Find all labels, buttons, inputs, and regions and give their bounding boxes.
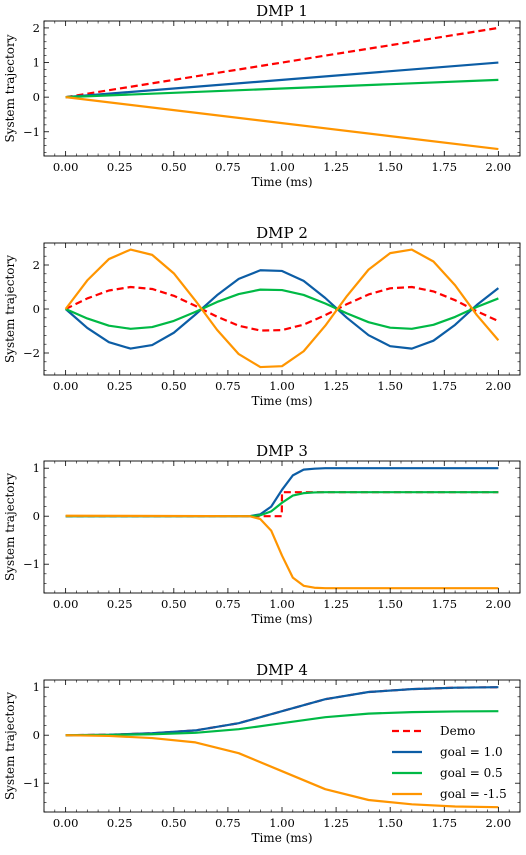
- y-axis-label: System trajectory: [3, 34, 17, 142]
- y-tick-label: −1: [23, 776, 40, 790]
- y-axis-label: System trajectory: [3, 692, 17, 800]
- chart-title: DMP 4: [256, 661, 308, 679]
- x-tick-label: 0.00: [53, 379, 79, 393]
- x-tick-label: 0.00: [53, 160, 79, 174]
- x-tick-label: 1.75: [431, 597, 457, 611]
- x-tick-label: 1.50: [377, 379, 403, 393]
- x-tick-label: 1.50: [377, 816, 403, 830]
- series-line-demo: [65, 491, 499, 518]
- x-axis-label: Time (ms): [251, 612, 312, 626]
- y-tick-label: 0: [33, 509, 40, 523]
- x-tick-label: 1.00: [269, 379, 295, 393]
- y-tick-label: 0: [33, 302, 40, 316]
- x-tick-label: 1.50: [377, 597, 403, 611]
- x-tick-label: 0.75: [215, 816, 241, 830]
- x-tick-label: 0.25: [107, 379, 133, 393]
- x-tick-label: 1.25: [323, 379, 349, 393]
- y-tick-label: −2: [23, 346, 40, 360]
- series-line-goal-1-5: [65, 514, 499, 590]
- series-line-goal-0-5: [65, 491, 499, 518]
- y-tick-label: 1: [33, 56, 40, 70]
- chart-panel-3: DMP 3 0.00 0.25 0.50 0.75 1.00 1.25 1.50 1.75 2.0…: [3, 442, 521, 626]
- y-tick-label: 2: [33, 258, 40, 272]
- y-tick-label: 1: [33, 680, 40, 694]
- x-tick-label: 1.75: [431, 160, 457, 174]
- series-line-goal-1-0: [65, 61, 499, 99]
- y-axis-label: System trajectory: [3, 255, 17, 363]
- series-line-goal-0-5: [65, 710, 499, 737]
- x-tick-label: 1.75: [431, 379, 457, 393]
- legend-label: goal = 1.0: [440, 745, 503, 759]
- x-tick-label: 0.00: [53, 597, 79, 611]
- x-tick-label: 0.75: [215, 597, 241, 611]
- x-tick-label: 0.00: [53, 816, 79, 830]
- legend: Demo goal = 1.0 goal = 0.5 goal = -1.5: [392, 724, 507, 801]
- x-axis-label: Time (ms): [251, 175, 312, 189]
- x-tick-label: 1.25: [323, 816, 349, 830]
- y-axis-label: System trajectory: [3, 473, 17, 581]
- x-tick-label: 1.75: [431, 816, 457, 830]
- y-tick-label: 1: [33, 461, 40, 475]
- chart-panel-2: DMP 2 0.00 0.25 0.50 0.75 1.00 1.25 1.50 1.75 2.0…: [3, 224, 521, 408]
- series-line-goal-1-5: [65, 734, 499, 809]
- plot-frame: [43, 242, 521, 376]
- x-tick-label: 1.25: [323, 160, 349, 174]
- series-line-goal-1-5: [65, 96, 499, 151]
- x-tick-label: 0.25: [107, 160, 133, 174]
- y-tick-label: −1: [23, 557, 40, 571]
- chart-title: DMP 2: [256, 224, 308, 242]
- x-axis-label: Time (ms): [251, 831, 312, 845]
- x-tick-label: 1.25: [323, 597, 349, 611]
- x-tick-label: 0.50: [161, 160, 187, 174]
- y-tick-label: 0: [33, 728, 40, 742]
- series-line-goal-0-5: [65, 288, 499, 330]
- chart-title: DMP 1: [256, 2, 308, 20]
- series-line-goal-1-0: [64, 269, 500, 350]
- x-tick-label: 1.00: [269, 816, 295, 830]
- chart-panel-1: DMP 1 0.00 0.25 0.50 0.75 1.00 1.25 1.50 1.75 2.0…: [3, 2, 521, 189]
- series-line-demo: [65, 26, 499, 99]
- x-tick-label: 2.00: [486, 379, 512, 393]
- x-tick-label: 2.00: [486, 816, 512, 830]
- y-tick-label: −1: [23, 125, 40, 139]
- y-tick-label: 0: [33, 90, 40, 104]
- plot-frame: [43, 460, 521, 594]
- x-axis-label: Time (ms): [251, 394, 312, 408]
- legend-label: Demo: [440, 724, 475, 738]
- x-tick-label: 0.50: [161, 597, 187, 611]
- y-tick-label: 2: [33, 21, 40, 35]
- x-tick-label: 0.50: [161, 816, 187, 830]
- chart-title: DMP 3: [256, 442, 308, 460]
- series-line-goal-1-5: [64, 248, 500, 369]
- x-tick-label: 1.00: [269, 597, 295, 611]
- series-line-goal-0-5: [65, 78, 499, 99]
- x-tick-label: 1.50: [377, 160, 403, 174]
- x-tick-label: 0.25: [107, 816, 133, 830]
- x-tick-label: 0.25: [107, 597, 133, 611]
- x-tick-label: 2.00: [486, 160, 512, 174]
- x-tick-label: 2.00: [486, 597, 512, 611]
- x-tick-label: 0.75: [215, 379, 241, 393]
- legend-label: goal = 0.5: [440, 766, 503, 780]
- x-tick-label: 0.75: [215, 160, 241, 174]
- chart-panel-4: DMP 4 0.00 0.25 0.50 0.75 1.00 1.25 1.50 1.75 2.0…: [3, 661, 521, 845]
- legend-label: goal = -1.5: [440, 787, 507, 801]
- x-tick-label: 0.50: [161, 379, 187, 393]
- x-tick-label: 1.00: [269, 160, 295, 174]
